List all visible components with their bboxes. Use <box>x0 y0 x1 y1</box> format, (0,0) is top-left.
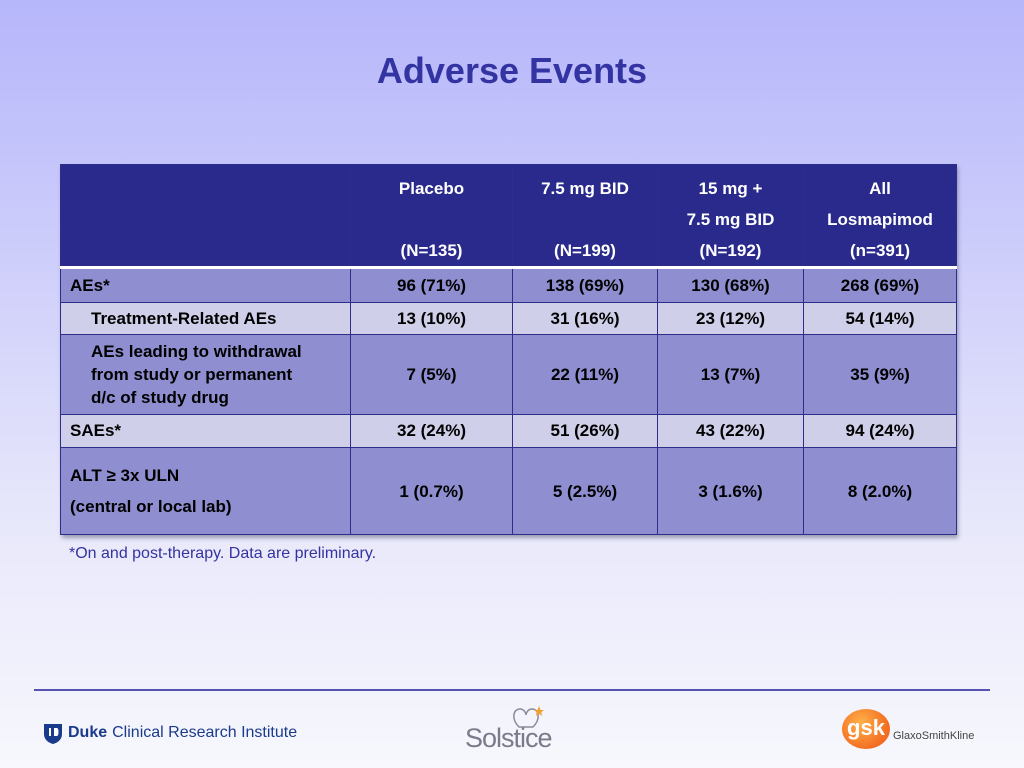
table-cell: 22 (11%) <box>512 334 658 415</box>
header-7-5mg: 7.5 mg BID (N=199) <box>512 164 658 269</box>
table-cell: 1 (0.7%) <box>350 447 513 535</box>
row-label: AEs leading to withdrawal from study or … <box>60 334 351 415</box>
gsk-logo-mark: gsk <box>842 709 890 749</box>
table-cell: 54 (14%) <box>803 302 957 335</box>
row-label: SAEs* <box>60 414 351 448</box>
header-all-losmapimod: All Losmapimod (n=391) <box>803 164 957 269</box>
table-cell: 268 (69%) <box>803 267 957 303</box>
table-row-alt: ALT ≥ 3x ULN (central or local lab) 1 (0… <box>60 447 957 535</box>
gsk-logo: gsk GlaxoSmithKline <box>842 706 974 752</box>
table-cell: 43 (22%) <box>657 414 804 448</box>
duke-logo-text: Clinical Research Institute <box>112 724 298 741</box>
solstice-heart-icon <box>513 706 544 728</box>
solstice-logo: Solstice <box>465 703 560 755</box>
duke-logo-bold: Duke <box>68 724 108 741</box>
footnote: *On and post-therapy. Data are prelimina… <box>69 545 377 562</box>
table-cell: 13 (7%) <box>657 334 804 415</box>
table-cell: 138 (69%) <box>512 267 658 303</box>
table-cell: 51 (26%) <box>512 414 658 448</box>
table-cell: 31 (16%) <box>512 302 658 335</box>
table-row-withdrawal: AEs leading to withdrawal from study or … <box>60 334 957 415</box>
row-label: Treatment-Related AEs <box>60 302 351 335</box>
header-blank <box>60 164 351 269</box>
table-cell: 94 (24%) <box>803 414 957 448</box>
header-placebo: Placebo (N=135) <box>350 164 513 269</box>
table-row-saes: SAEs* 32 (24%) 51 (26%) 43 (22%) 94 (24%… <box>60 414 957 448</box>
row-label: ALT ≥ 3x ULN (central or local lab) <box>60 447 351 535</box>
table-cell: 8 (2.0%) <box>803 447 957 535</box>
adverse-events-table: Placebo (N=135) 7.5 mg BID (N=199) 15 mg… <box>60 164 957 535</box>
duke-logo: Duke Clinical Research Institute <box>42 720 297 746</box>
row-label: AEs* <box>60 267 351 303</box>
table-cell: 96 (71%) <box>350 267 513 303</box>
table-row-treatment-related: Treatment-Related AEs 13 (10%) 31 (16%) … <box>60 302 957 335</box>
table-cell: 7 (5%) <box>350 334 513 415</box>
slide-title: Adverse Events <box>376 50 648 91</box>
table-cell: 3 (1.6%) <box>657 447 804 535</box>
table-cell: 23 (12%) <box>657 302 804 335</box>
table-cell: 13 (10%) <box>350 302 513 335</box>
table-cell: 35 (9%) <box>803 334 957 415</box>
table-cell: 32 (24%) <box>350 414 513 448</box>
header-15mg: 15 mg + 7.5 mg BID (N=192) <box>657 164 804 269</box>
gsk-logo-name: GlaxoSmithKline <box>893 730 975 742</box>
table-cell: 130 (68%) <box>657 267 804 303</box>
table-cell: 5 (2.5%) <box>512 447 658 535</box>
duke-shield-icon <box>44 724 62 744</box>
footer-divider <box>34 689 990 691</box>
table-header-row: Placebo (N=135) 7.5 mg BID (N=199) 15 mg… <box>60 164 957 269</box>
table-row-aes: AEs* 96 (71%) 138 (69%) 130 (68%) 268 (6… <box>60 267 957 303</box>
solstice-logo-text: Solstice <box>465 723 553 753</box>
